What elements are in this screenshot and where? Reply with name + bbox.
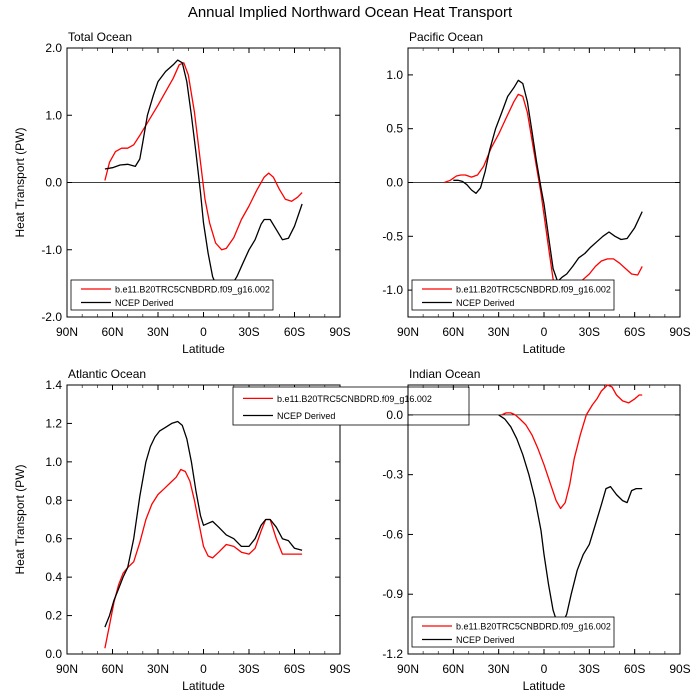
chart-panel: Pacific Ocean 90N 60N 30N 0 30S 60S 90S -1.0 -0.5…	[382, 30, 690, 356]
x-tick-label: 30N	[147, 662, 169, 676]
model-series-line	[104, 62, 303, 251]
x-tick-label: 30N	[488, 662, 510, 676]
y-tick-label: 0.5	[386, 122, 403, 136]
y-tick-label: 1.2	[45, 416, 62, 430]
model-series-line	[104, 468, 303, 649]
x-axis-label: Latitude	[182, 342, 225, 356]
x-tick-label: 90S	[329, 325, 350, 339]
model-series-line	[444, 93, 643, 300]
legend-box	[70, 279, 274, 311]
y-tick-label: 0.4	[45, 570, 62, 584]
legend: b.e11.B20TRC5CNBDRD.f09_g16.002 NCEP Deri…	[70, 279, 274, 311]
x-tick-label: 0	[200, 662, 207, 676]
x-tick-label: 60N	[442, 662, 464, 676]
y-tick-label: 0.0	[45, 647, 62, 661]
ncep-series-line	[104, 420, 303, 628]
x-tick-label: 30N	[488, 325, 510, 339]
y-tick-label: 1.4	[45, 378, 62, 392]
y-tick-label: -1.2	[382, 647, 403, 661]
legend-box	[411, 616, 615, 648]
y-tick-label: 1.0	[386, 68, 403, 82]
y-tick-label: 0.6	[45, 532, 62, 546]
chart-panel: Total Ocean 90N 60N 30N 0 30S 60S 90S -2.0 -1.0 0.…	[13, 30, 351, 356]
x-axis-label: Latitude	[523, 342, 566, 356]
y-tick-label: -0.9	[382, 587, 403, 601]
legend-label: NCEP Derived	[277, 411, 335, 421]
x-tick-label: 90N	[397, 662, 419, 676]
y-tick-label: 1.0	[45, 108, 62, 122]
y-tick-label: 2.0	[45, 41, 62, 55]
y-tick-label: 0.0	[45, 176, 62, 190]
figure-title: Annual Implied Northward Ocean Heat Tran…	[187, 4, 513, 21]
legend-label: NCEP Derived	[115, 298, 173, 308]
legend-box	[411, 279, 615, 311]
ncep-series-line	[453, 79, 643, 283]
x-tick-label: 90S	[669, 325, 690, 339]
panel-title: Atlantic Ocean	[68, 367, 146, 381]
legend-box	[232, 386, 470, 426]
legend-label: NCEP Derived	[456, 635, 514, 645]
x-tick-label: 60S	[284, 662, 305, 676]
chart-panel: Indian Ocean 90N 60N 30N 0 30S 60S 90S -1.2 -0.9 -…	[382, 367, 690, 693]
y-axis-label: Heat Transport (PW)	[13, 127, 27, 237]
y-axis-label: Heat Transport (PW)	[13, 464, 27, 574]
legend-label: b.e11.B20TRC5CNBDRD.f09_g16.002	[277, 394, 432, 404]
legend-label: b.e11.B20TRC5CNBDRD.f09_g16.002	[456, 285, 611, 295]
x-tick-label: 60N	[101, 662, 123, 676]
x-tick-label: 0	[541, 325, 548, 339]
x-tick-label: 90S	[669, 662, 690, 676]
panel-title: Indian Ocean	[409, 367, 480, 381]
legend: b.e11.B20TRC5CNBDRD.f09_g16.002 NCEP Deri…	[232, 386, 470, 426]
x-tick-label: 60S	[624, 325, 645, 339]
ncep-series-line	[104, 59, 303, 295]
x-tick-label: 90N	[56, 325, 78, 339]
chart-panel: Atlantic Ocean 90N 60N 30N 0 30S 60S 90S 0.0 0.2 0…	[13, 367, 470, 693]
x-tick-label: 30N	[147, 325, 169, 339]
x-tick-label: 0	[541, 662, 548, 676]
ncep-series-line	[498, 414, 643, 625]
y-tick-label: -2.0	[41, 310, 62, 324]
x-tick-label: 30S	[238, 662, 259, 676]
y-tick-label: 0.0	[386, 408, 403, 422]
panel-title: Total Ocean	[68, 30, 132, 44]
y-tick-label: -0.6	[382, 527, 403, 541]
legend-label: NCEP Derived	[456, 298, 514, 308]
legend-label: b.e11.B20TRC5CNBDRD.f09_g16.002	[115, 285, 270, 295]
x-tick-label: 30S	[238, 325, 259, 339]
x-tick-label: 90N	[397, 325, 419, 339]
y-tick-label: -1.0	[382, 283, 403, 297]
panel-title: Pacific Ocean	[409, 30, 483, 44]
legend: b.e11.B20TRC5CNBDRD.f09_g16.002 NCEP Deri…	[411, 279, 615, 311]
y-tick-label: -0.5	[382, 229, 403, 243]
x-tick-label: 60S	[284, 325, 305, 339]
legend: b.e11.B20TRC5CNBDRD.f09_g16.002 NCEP Deri…	[411, 616, 615, 648]
y-tick-label: 0.0	[386, 176, 403, 190]
x-tick-label: 60N	[442, 325, 464, 339]
y-tick-label: 0.2	[45, 609, 62, 623]
x-axis-label: Latitude	[182, 679, 225, 693]
x-tick-label: 30S	[579, 662, 600, 676]
x-axis-label: Latitude	[523, 679, 566, 693]
x-tick-label: 60S	[624, 662, 645, 676]
x-tick-label: 90S	[329, 662, 350, 676]
legend-label: b.e11.B20TRC5CNBDRD.f09_g16.002	[456, 622, 611, 632]
x-tick-label: 60N	[101, 325, 123, 339]
x-tick-label: 90N	[56, 662, 78, 676]
y-tick-label: 0.8	[45, 493, 62, 507]
y-tick-label: 1.0	[45, 455, 62, 469]
x-tick-label: 0	[200, 325, 207, 339]
x-tick-label: 30S	[579, 325, 600, 339]
y-tick-label: -0.3	[382, 468, 403, 482]
y-tick-label: -1.0	[41, 243, 62, 257]
model-series-line	[501, 384, 643, 510]
